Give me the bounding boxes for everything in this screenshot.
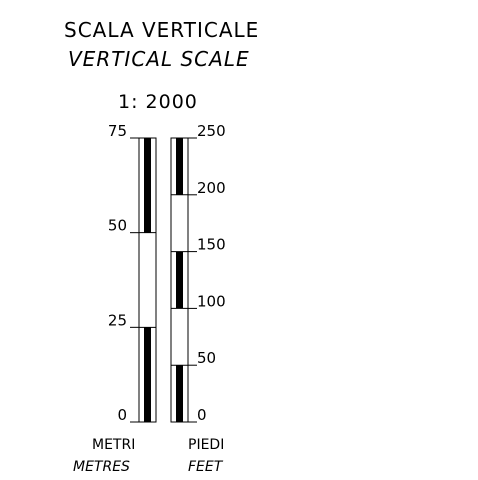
- feet-unit-label-it: PIEDI: [188, 437, 224, 453]
- feet-segment-white: [176, 308, 183, 366]
- feet-tick-label: 50: [197, 349, 216, 367]
- metres-unit-label-en: METRES: [73, 459, 130, 475]
- feet-tick-label: 250: [197, 122, 226, 140]
- feet-bar-outline: [170, 137, 189, 423]
- feet-segment-black: [176, 365, 183, 422]
- scale-title: SCALA VERTICALE: [64, 18, 259, 42]
- scale-subtitle: VERTICAL SCALE: [68, 47, 250, 71]
- feet-tick-label: 0: [197, 406, 207, 424]
- feet-segment-black: [176, 138, 183, 195]
- metres-tick-label: 75: [108, 122, 127, 140]
- feet-unit-label-en: FEET: [188, 459, 224, 475]
- metres-tick-label: 50: [108, 217, 127, 235]
- feet-scale-bar: 0 50 100 150 200 250: [170, 122, 226, 424]
- metres-scale-bar: 0 25 50 75: [108, 122, 157, 424]
- metres-tick-label: 25: [108, 311, 127, 329]
- metres-unit-label-it: METRI: [92, 437, 135, 453]
- scale-ratio: 1: 2000: [118, 91, 198, 113]
- metres-segment-black: [144, 327, 151, 422]
- metres-tick-label: 0: [117, 406, 127, 424]
- feet-segment-white: [176, 194, 183, 252]
- feet-tick-label: 100: [197, 292, 226, 310]
- metres-bar-outline: [138, 137, 157, 423]
- feet-tick-label: 200: [197, 179, 226, 197]
- metres-segment-white: [144, 232, 151, 328]
- feet-tick-label: 150: [197, 236, 226, 254]
- metres-segment-black: [144, 138, 151, 233]
- feet-segment-black: [176, 251, 183, 309]
